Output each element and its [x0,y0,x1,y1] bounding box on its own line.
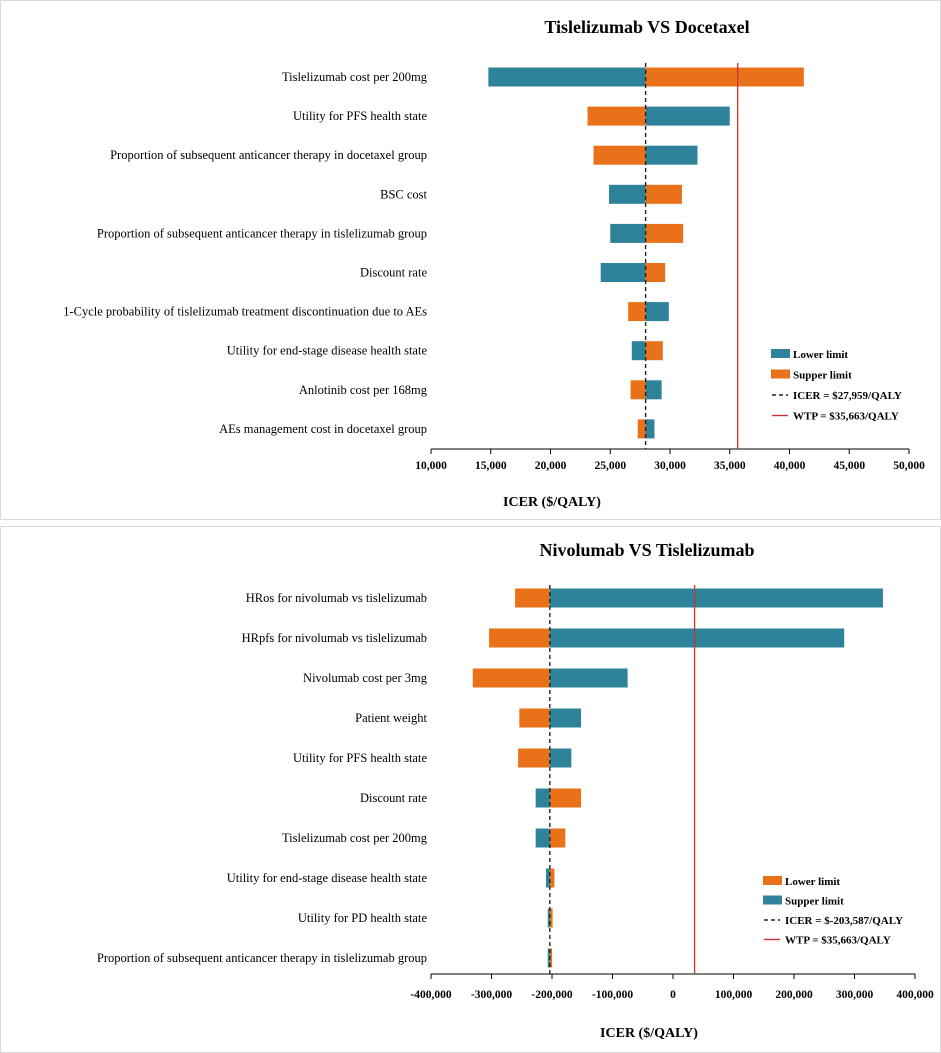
parameter-label: HRpfs for nivolumab vs tislelizumab [242,631,427,645]
bar-supper-limit [547,908,550,928]
x-tick-label: 35,000 [714,460,746,472]
x-tick-label: 400,000 [896,989,934,1001]
legend-label: WTP = $35,663/QALY [785,935,891,947]
bar-lower-limit [549,868,555,888]
bar-lower-limit [631,341,646,361]
x-tick-label: 50,000 [893,460,925,472]
bar-supper-limit [645,184,682,204]
chart-title: Nivolumab VS Tislelizumab [539,540,754,560]
bar-supper-limit [645,263,666,282]
bar-lower-limit [645,106,730,126]
tornado-chart-tislelizumab-vs-docetaxel: Tislelizumab VS Docetaxel ICER ($/QALY) … [63,17,925,510]
bar-lower-limit [549,788,582,808]
parameter-label: Utility for end-stage disease health sta… [227,344,428,358]
parameter-label: Anlotinib cost per 168mg [299,383,428,397]
bar-supper-limit [645,67,804,87]
bar-lower-limit [549,828,566,848]
parameter-label: Tislelizumab cost per 200mg [282,70,428,84]
parameter-label: Utility for end-stage disease health sta… [227,871,428,885]
x-tick-label: 300,000 [836,989,874,1001]
bar-supper-limit [549,668,628,688]
x-tick-label: -400,000 [410,989,451,1001]
bar-lower-limit [549,948,552,968]
x-tick-label: 20,000 [535,460,567,472]
tornado-chart-nivolumab-vs-tislelizumab: Nivolumab VS Tislelizumab ICER ($/QALY) … [97,540,934,1041]
bar-supper-limit [637,419,646,439]
x-axis-title: ICER ($/QALY) [600,1026,698,1041]
legend-label: Supper limit [785,896,844,908]
legend-label: Lower limit [785,876,840,888]
parameter-label: AEs management cost in docetaxel group [219,422,427,436]
legend-label: WTP = $35,663/QALY [793,411,899,423]
bar-supper-limit [587,106,646,126]
legend-label: Supper limit [793,370,852,382]
parameter-label: Discount rate [360,791,427,805]
bar-lower-limit [645,145,698,165]
bar-lower-limit [609,184,646,204]
x-tick-label: 25,000 [594,460,626,472]
bar-lower-limit [600,263,646,282]
parameter-label: Nivolumab cost per 3mg [303,671,428,685]
parameter-label: Proportion of subsequent anticancer ther… [110,148,427,162]
legend-swatch [771,349,790,358]
legend-swatch [763,876,782,885]
bar-lower-limit [488,67,646,87]
parameter-label: 1-Cycle probability of tislelizumab trea… [63,305,427,319]
x-tick-label: 30,000 [654,460,686,472]
legend-label: ICER = $27,959/QALY [793,390,902,402]
parameter-label: Discount rate [360,266,427,280]
parameter-label: HRos for nivolumab vs tislelizumab [246,591,427,605]
bar-supper-limit [535,788,550,808]
parameter-label: Tislelizumab cost per 200mg [282,831,428,845]
parameter-label: Patient weight [355,711,427,725]
x-tick-label: 40,000 [774,460,806,472]
x-tick-label: 15,000 [475,460,507,472]
legend-swatch [763,895,782,905]
bar-lower-limit [549,908,553,928]
bar-supper-limit [593,145,646,165]
bar-lower-limit [645,419,655,439]
parameter-label: Utility for PFS health state [293,751,427,765]
bar-supper-limit [630,380,646,400]
legend-label: Lower limit [793,349,848,361]
legend-label: ICER = $-203,587/QALY [785,915,903,927]
bar-supper-limit [645,341,663,361]
x-tick-label: 200,000 [775,989,813,1001]
parameter-label: Utility for PFS health state [293,109,427,123]
bar-supper-limit [535,828,550,848]
chart-title: Tislelizumab VS Docetaxel [544,17,749,37]
bar-lower-limit [519,708,550,728]
bar-lower-limit [489,628,550,648]
bar-lower-limit [515,588,550,608]
x-tick-label: 10,000 [415,460,447,472]
x-tick-label: -200,000 [531,989,572,1001]
x-tick-label: 100,000 [715,989,753,1001]
chart-panel-top: Tislelizumab VS Docetaxel ICER ($/QALY) … [0,0,941,520]
bar-supper-limit [549,748,572,768]
bar-lower-limit [645,380,662,400]
parameter-label: BSC cost [380,187,427,201]
bar-supper-limit [628,302,646,322]
chart-panel-bottom: Nivolumab VS Tislelizumab ICER ($/QALY) … [0,526,941,1053]
x-axis-title: ICER ($/QALY) [503,495,601,510]
x-tick-label: -100,000 [592,989,633,1001]
bar-lower-limit [645,302,669,322]
bar-supper-limit [549,628,845,648]
bar-supper-limit [545,868,550,888]
bar-lower-limit [518,748,550,768]
parameter-label: Utility for PD health state [298,911,428,925]
parameter-label: Proportion of subsequent anticancer ther… [97,951,427,965]
x-tick-label: -300,000 [471,989,512,1001]
parameter-label: Proportion of subsequent anticancer ther… [97,226,427,240]
x-tick-label: 45,000 [833,460,865,472]
bar-supper-limit [549,708,582,728]
bar-supper-limit [547,948,550,968]
x-tick-label: 0 [670,989,676,1001]
legend-swatch [771,369,790,379]
bar-lower-limit [610,223,646,243]
bar-supper-limit [645,223,684,243]
bar-supper-limit [549,588,883,608]
bar-lower-limit [472,668,550,688]
